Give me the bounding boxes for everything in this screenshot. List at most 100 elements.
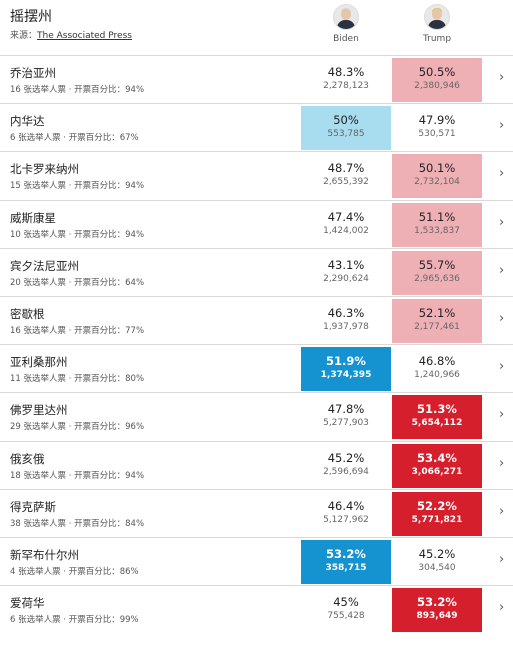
biden-result: 51.9% 1,374,395 (301, 347, 391, 392)
electoral-votes-and-reporting: 16 张选举人票 · 开票百分比：77% (10, 325, 145, 336)
table-row[interactable]: 宾夕法尼亚州 20 张选举人票 · 开票百分比：64% 43.1% 2,290,624… (0, 247, 513, 296)
chevron-right-icon[interactable]: › (499, 455, 505, 471)
vote-count: 1,937,978 (323, 321, 369, 332)
biden-result: 47.8% 5,277,903 (301, 395, 391, 439)
chevron-right-icon[interactable]: › (499, 551, 505, 567)
vote-count: 304,540 (418, 562, 456, 573)
vote-count: 530,571 (418, 129, 456, 140)
avatar (424, 4, 450, 30)
trump-result: 53.2% 893,649 (392, 588, 482, 633)
electoral-votes-and-reporting: 18 张选举人票 · 开票百分比：94% (10, 470, 145, 481)
table-row[interactable]: 爱荷华 6 张选举人票 · 开票百分比：99% 45% 755,428 53.2% 893… (0, 585, 513, 633)
vote-percent: 45.2% (327, 450, 365, 465)
chevron-right-icon[interactable]: › (499, 166, 505, 182)
vote-percent: 46.3% (327, 305, 365, 320)
chevron-right-icon[interactable]: › (499, 359, 505, 375)
biden-result: 53.2% 358,715 (301, 539, 391, 584)
vote-percent: 51.3% (417, 402, 457, 417)
biden-result: 50% 553,785 (301, 106, 391, 151)
vote-percent: 51.1% (418, 209, 456, 224)
chevron-right-icon[interactable]: › (499, 310, 505, 326)
trump-result: 51.1% 1,533,837 (392, 202, 482, 247)
vote-count: 2,965,636 (414, 273, 460, 284)
electoral-votes-and-reporting: 16 张选举人票 · 开票百分比：94% (10, 85, 145, 95)
chevron-right-icon[interactable]: › (499, 600, 505, 616)
biden-result: 43.1% 2,290,624 (301, 251, 391, 295)
vote-count: 2,177,461 (414, 321, 460, 332)
vote-count: 5,771,821 (411, 514, 463, 525)
table-row[interactable]: 密歇根 16 张选举人票 · 开票百分比：77% 46.3% 1,937,978 52.… (0, 295, 513, 344)
vote-percent: 53.4% (417, 450, 457, 465)
trump-result: 51.3% 5,654,112 (392, 395, 482, 440)
vote-count: 2,655,392 (323, 177, 369, 188)
vote-percent: 47.8% (327, 402, 365, 417)
vote-percent: 45% (333, 595, 359, 610)
trump-result: 52.1% 2,177,461 (392, 298, 482, 343)
source-link[interactable]: The Associated Press (37, 31, 132, 41)
vote-count: 893,649 (416, 611, 458, 622)
avatar (333, 4, 359, 30)
vote-count: 1,240,966 (414, 370, 460, 381)
biden-result: 48.3% 2,278,123 (301, 58, 391, 102)
vote-percent: 46.4% (327, 498, 365, 513)
vote-percent: 50.5% (418, 65, 456, 79)
table-row[interactable]: 俄亥俄 18 张选举人票 · 开票百分比：94% 45.2% 2,596,694 53.… (0, 440, 513, 489)
state-name: 得克萨斯 (10, 499, 56, 514)
trump-result: 50.1% 2,732,104 (392, 154, 482, 199)
vote-count: 358,715 (325, 562, 367, 573)
state-name: 密歇根 (10, 306, 45, 321)
chevron-right-icon[interactable]: › (499, 503, 505, 519)
biden-result: 45.2% 2,596,694 (301, 444, 391, 488)
table-row[interactable]: 亚利桑那州 11 张选举人票 · 开票百分比：80% 51.9% 1,374,395 4… (0, 344, 513, 392)
state-name: 俄亥俄 (10, 451, 45, 466)
table-row[interactable]: 威斯康星 10 张选举人票 · 开票百分比：94% 47.4% 1,424,002 51… (0, 199, 513, 248)
state-name: 北卡罗来纳州 (10, 162, 79, 177)
source-line: 来源：The Associated Press (10, 28, 132, 41)
vote-percent: 48.7% (327, 161, 365, 176)
electoral-votes-and-reporting: 20 张选举人票 · 开票百分比：64% (10, 277, 145, 288)
state-name: 佛罗里达州 (10, 403, 68, 418)
chevron-right-icon[interactable]: › (499, 70, 505, 85)
vote-count: 2,380,946 (414, 81, 460, 91)
chevron-right-icon[interactable]: › (499, 214, 505, 230)
vote-count: 5,127,962 (323, 514, 369, 525)
trump-result: 45.2% 304,540 (392, 540, 482, 584)
vote-count: 2,290,624 (323, 273, 369, 284)
source-prefix: 来源： (10, 31, 38, 41)
electoral-votes-and-reporting: 29 张选举人票 · 开票百分比：96% (10, 422, 145, 433)
electoral-votes-and-reporting: 6 张选举人票 · 开票百分比：67% (10, 133, 139, 144)
vote-percent: 53.2% (417, 595, 457, 610)
vote-count: 1,424,002 (323, 225, 369, 236)
vote-count: 2,732,104 (414, 177, 460, 188)
table-row[interactable]: 新罕布什尔州 4 张选举人票 · 开票百分比：86% 53.2% 358,715 45.… (0, 536, 513, 585)
vote-percent: 48.3% (327, 65, 365, 79)
vote-percent: 50% (333, 113, 359, 128)
trump-result: 52.2% 5,771,821 (392, 491, 482, 536)
electoral-votes-and-reporting: 38 张选举人票 · 开票百分比：84% (10, 518, 145, 529)
state-results-list: 乔治亚州 16 张选举人票 · 开票百分比：94% 48.3% 2,278,123 50… (0, 55, 513, 633)
table-row[interactable]: 得克萨斯 38 张选举人票 · 开票百分比：84% 46.4% 5,127,962 52… (0, 488, 513, 537)
biden-result: 46.3% 1,937,978 (301, 299, 391, 343)
candidate-biden: Biden (301, 4, 391, 44)
biden-result: 46.4% 5,127,962 (301, 492, 391, 536)
biden-result: 47.4% 1,424,002 (301, 203, 391, 247)
candidate-trump: Trump (392, 4, 482, 44)
state-name: 乔治亚州 (10, 66, 56, 80)
vote-percent: 46.8% (418, 354, 456, 369)
trump-result: 46.8% 1,240,966 (392, 347, 482, 391)
table-row[interactable]: 乔治亚州 16 张选举人票 · 开票百分比：94% 48.3% 2,278,123 50… (0, 55, 513, 103)
vote-count: 3,066,271 (411, 466, 463, 477)
state-name: 爱荷华 (10, 596, 45, 611)
chevron-right-icon[interactable]: › (499, 407, 505, 423)
chevron-right-icon[interactable]: › (499, 262, 505, 278)
vote-percent: 47.4% (327, 209, 365, 224)
vote-count: 1,374,395 (320, 370, 372, 381)
electoral-votes-and-reporting: 15 张选举人票 · 开票百分比：94% (10, 181, 145, 192)
table-row[interactable]: 内华达 6 张选举人票 · 开票百分比：67% 50% 553,785 47.9% 530… (0, 103, 513, 151)
biden-result: 48.7% 2,655,392 (301, 154, 391, 198)
candidate-name: Biden (333, 34, 359, 44)
table-row[interactable]: 佛罗里达州 29 张选举人票 · 开票百分比：96% 47.8% 5,277,903 5… (0, 392, 513, 440)
table-row[interactable]: 北卡罗来纳州 15 张选举人票 · 开票百分比：94% 48.7% 2,655,392… (0, 151, 513, 199)
chevron-right-icon[interactable]: › (499, 118, 505, 134)
trump-result: 50.5% 2,380,946 (392, 58, 482, 102)
